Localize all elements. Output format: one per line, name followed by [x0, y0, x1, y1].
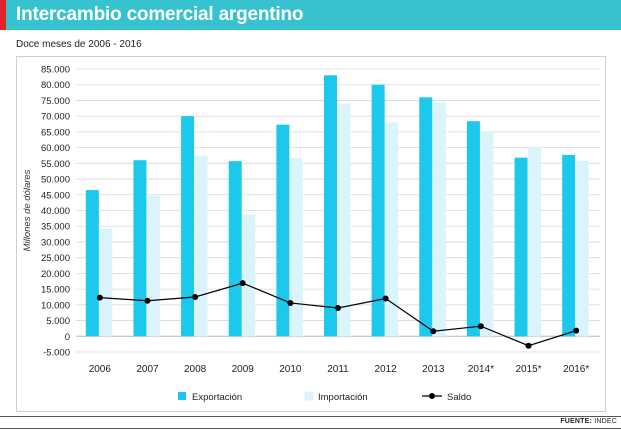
source-value: INDEC	[594, 418, 617, 425]
importacion-bar	[528, 147, 542, 337]
accent-bar	[0, 0, 6, 30]
exportacion-bar	[466, 121, 480, 337]
exportacion-bar	[514, 157, 528, 337]
saldo-point	[192, 293, 199, 300]
importacion-bar	[337, 103, 351, 337]
y-tick-label: 65.000	[41, 127, 70, 138]
y-tick-label: 45.000	[41, 190, 70, 201]
saldo-point	[525, 342, 532, 349]
exportacion-bar	[276, 124, 290, 337]
x-tick-label: 2010	[279, 364, 302, 375]
chart-subtitle: Doce meses de 2006 - 2016	[16, 39, 142, 50]
source-label: FUENTE:	[560, 418, 593, 425]
chart-title: Intercambio comercial argentino	[16, 4, 304, 25]
x-tick-label: 2011	[327, 364, 349, 375]
saldo-point	[335, 304, 341, 311]
y-tick-label: 0	[65, 332, 70, 343]
exportacion-bar	[371, 84, 385, 337]
y-tick-label: 75.000	[41, 96, 70, 107]
chart-header: Intercambio comercial argentino	[0, 0, 621, 30]
source-note: FUENTE: INDEC	[560, 418, 617, 425]
y-tick-label: 70.000	[41, 112, 70, 123]
x-tick-label: 2006	[89, 364, 112, 375]
importacion-bar	[242, 214, 256, 337]
saldo-point	[96, 294, 103, 301]
x-tick-label: 2008	[184, 364, 207, 375]
y-tick-label: 60.000	[41, 143, 70, 154]
x-tick-label: 2009	[232, 364, 255, 375]
exportacion-bar	[562, 154, 576, 337]
y-tick-label: 10.000	[41, 300, 70, 311]
chart-frame	[16, 56, 606, 412]
x-tick-label: 2012	[375, 364, 398, 375]
x-tick-label: 2015*	[515, 364, 541, 375]
legend-importacion-label: Importación	[318, 392, 368, 403]
legend-saldo-marker	[429, 393, 435, 399]
saldo-point	[477, 323, 484, 330]
saldo-point	[239, 280, 246, 287]
y-tick-label: 5.000	[46, 316, 70, 327]
saldo-point	[287, 299, 294, 306]
importacion-bar	[99, 228, 113, 337]
y-tick-label: 30.000	[41, 237, 70, 248]
y-tick-label: -5.000	[43, 348, 70, 359]
footer-divider-bottom	[0, 428, 621, 429]
legend-exportacion-swatch	[178, 392, 186, 400]
importacion-bar	[385, 122, 399, 337]
y-tick-label: 25.000	[41, 253, 70, 264]
exportacion-bar	[228, 161, 242, 337]
y-tick-label: 20.000	[41, 269, 70, 280]
importacion-bar	[289, 157, 303, 337]
x-tick-label: 2013	[422, 364, 445, 375]
exportacion-bar	[133, 160, 147, 337]
importacion-bar	[432, 102, 446, 337]
x-tick-label: 2014*	[468, 364, 494, 375]
footer-divider	[0, 416, 621, 417]
exportacion-bar	[181, 116, 195, 337]
y-tick-label: 50.000	[41, 175, 70, 186]
importacion-bar	[194, 155, 208, 337]
saldo-point	[144, 297, 151, 304]
importacion-bar	[575, 160, 589, 337]
legend-saldo-label: Saldo	[447, 392, 471, 403]
saldo-point	[573, 327, 580, 334]
y-tick-label: 55.000	[41, 159, 70, 170]
y-axis-label: Millones de dólares	[22, 169, 33, 251]
saldo-point	[430, 328, 437, 335]
y-tick-label: 15.000	[41, 285, 70, 296]
y-tick-label: 80.000	[41, 80, 70, 91]
y-tick-label: 85.000	[41, 65, 70, 76]
exportacion-bar	[419, 97, 433, 337]
saldo-point	[382, 295, 389, 302]
legend-importacion-swatch	[304, 391, 314, 401]
importacion-bar	[480, 131, 494, 337]
legend-exportacion-label: Exportación	[192, 392, 242, 403]
x-tick-label: 2007	[136, 364, 159, 375]
x-tick-label: 2016*	[563, 364, 589, 375]
importacion-bar	[146, 195, 160, 337]
y-tick-label: 35.000	[41, 222, 70, 233]
exportacion-bar	[85, 190, 99, 337]
exportacion-bar	[324, 75, 337, 337]
y-tick-label: 40.000	[41, 206, 70, 217]
